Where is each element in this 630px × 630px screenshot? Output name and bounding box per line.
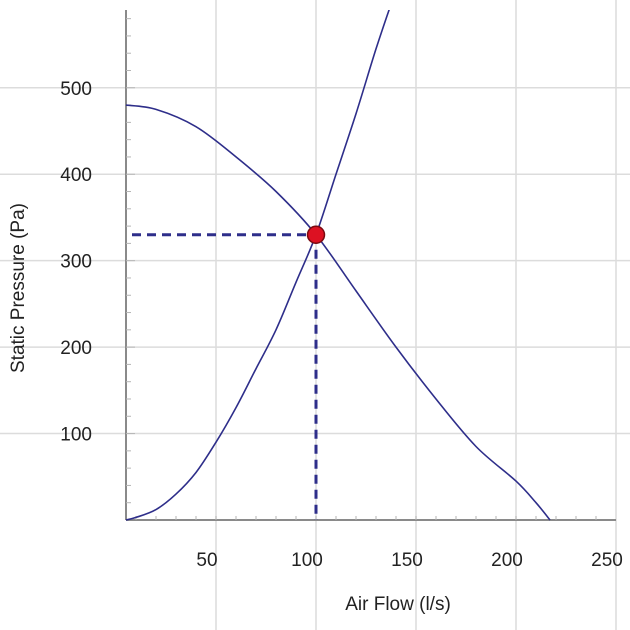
x-tick-label: 100 (291, 550, 323, 571)
x-minor-ticks (135, 516, 597, 520)
y-gridlines (0, 87, 630, 435)
x-tick-label: 200 (491, 550, 523, 571)
x-tick-label: 50 (196, 550, 217, 571)
y-tick-label: 500 (60, 79, 92, 100)
operating-point-marker[interactable] (306, 225, 326, 244)
y-tick-label: 200 (60, 338, 92, 359)
y-tick-labels: 100 200 300 400 500 (60, 79, 92, 446)
x-axis-title: Air Flow (l/s) (345, 594, 451, 615)
y-tick-label: 300 (60, 252, 92, 273)
y-minor-ticks (126, 18, 135, 504)
y-tick-label: 400 (60, 165, 92, 186)
y-tick-label: 100 (60, 425, 92, 446)
x-gridlines (215, 0, 617, 630)
fan-curve-line (125, 104, 551, 521)
x-tick-label: 150 (391, 550, 423, 571)
system-curve-line (125, 10, 390, 521)
x-tick-label: 250 (591, 550, 623, 571)
x-tick-labels: 50 100 150 200 250 (196, 550, 622, 571)
y-axis-title: Static Pressure (Pa) (8, 203, 29, 373)
